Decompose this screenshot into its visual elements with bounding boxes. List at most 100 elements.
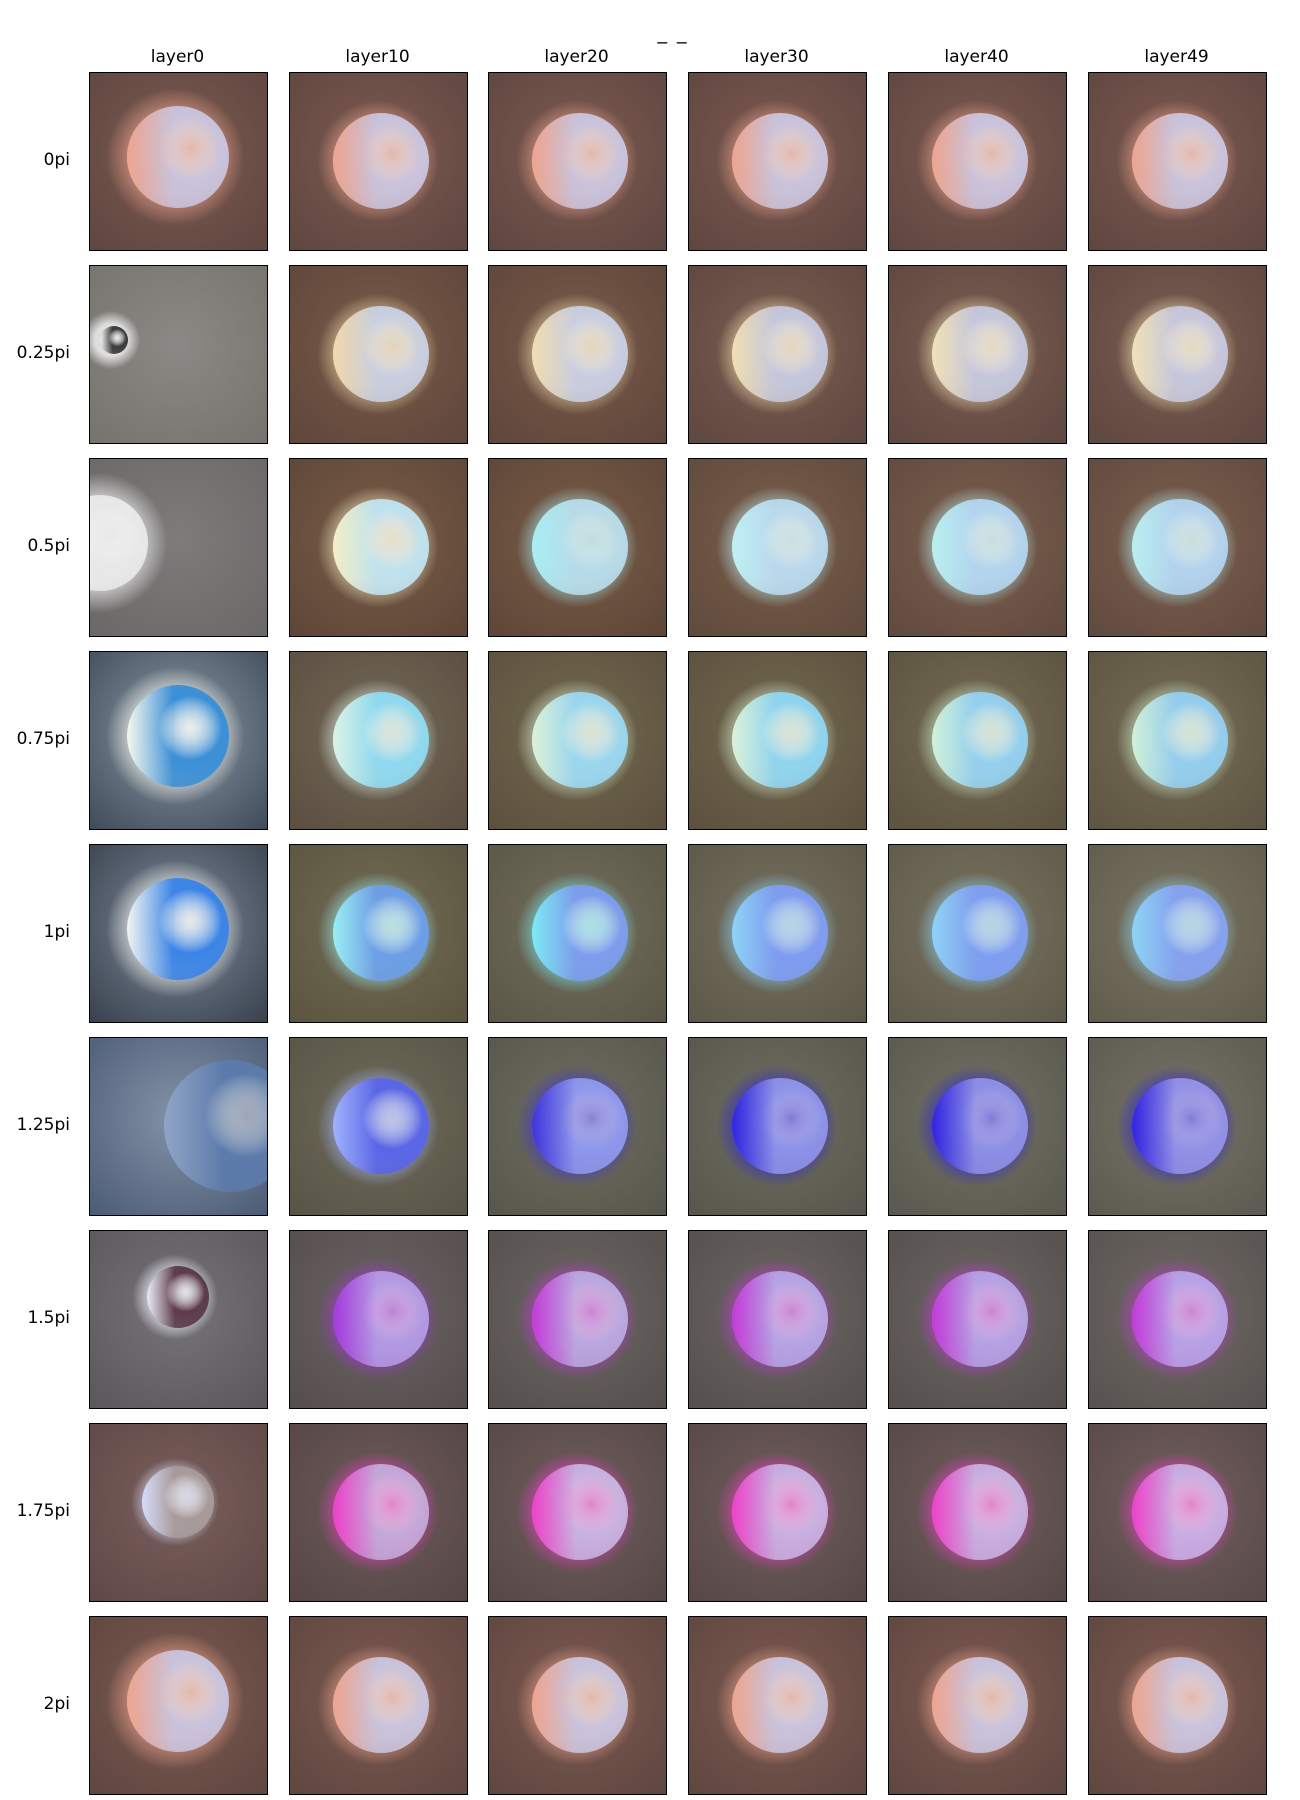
- image-panel-0pi-layer30: [688, 72, 867, 251]
- rendered-sphere-image: [90, 1424, 267, 1601]
- rendered-sphere-image: [90, 459, 267, 636]
- image-panel-0pi-layer10: [289, 72, 468, 251]
- row-label-1pi: 1pi: [43, 921, 70, 942]
- column-label-layer10: layer10: [345, 47, 410, 67]
- rendered-sphere-image: [489, 1038, 666, 1215]
- image-panel-2pi-layer0: [89, 1616, 268, 1795]
- image-panel-1.75pi-layer0: [89, 1423, 268, 1602]
- image-panel-1pi-layer10: [289, 844, 468, 1023]
- image-panel-1.75pi-layer30: [688, 1423, 867, 1602]
- column-label-layer49: layer49: [1144, 47, 1209, 67]
- image-panel-0.75pi-layer30: [688, 651, 867, 830]
- row-label-0.5pi: 0.5pi: [27, 535, 70, 556]
- image-panel-1pi-layer30: [688, 844, 867, 1023]
- rendered-sphere-image: [90, 73, 267, 250]
- rendered-sphere-image: [90, 266, 267, 443]
- rendered-sphere-image: [889, 1617, 1066, 1794]
- rendered-sphere-image: [889, 1038, 1066, 1215]
- image-panel-0.25pi-layer40: [888, 265, 1067, 444]
- rendered-sphere-image: [889, 459, 1066, 636]
- image-panel-0.5pi-layer49: [1088, 458, 1267, 637]
- rendered-sphere-image: [1089, 1424, 1266, 1601]
- image-panel-1pi-layer0: [89, 844, 268, 1023]
- rendered-sphere-image: [290, 845, 467, 1022]
- rendered-sphere-image: [489, 1424, 666, 1601]
- rendered-sphere-image: [1089, 652, 1266, 829]
- rendered-sphere-image: [489, 459, 666, 636]
- image-panel-1.5pi-layer20: [488, 1230, 667, 1409]
- image-panel-0.75pi-layer10: [289, 651, 468, 830]
- image-panel-1.25pi-layer30: [688, 1037, 867, 1216]
- row-label-0.75pi: 0.75pi: [16, 728, 70, 749]
- rendered-sphere-image: [889, 845, 1066, 1022]
- rendered-sphere-image: [889, 1231, 1066, 1408]
- row-label-1.25pi: 1.25pi: [16, 1114, 70, 1135]
- rendered-sphere-image: [489, 652, 666, 829]
- rendered-sphere-image: [1089, 73, 1266, 250]
- image-panel-1.25pi-layer49: [1088, 1037, 1267, 1216]
- image-panel-2pi-layer20: [488, 1616, 667, 1795]
- rendered-sphere-image: [689, 1038, 866, 1215]
- image-panel-0.75pi-layer20: [488, 651, 667, 830]
- rendered-sphere-image: [290, 266, 467, 443]
- rendered-sphere-image: [1089, 266, 1266, 443]
- image-panel-1.75pi-layer40: [888, 1423, 1067, 1602]
- image-panel-0.75pi-layer40: [888, 651, 1067, 830]
- image-panel-1pi-layer20: [488, 844, 667, 1023]
- image-panel-1.5pi-layer40: [888, 1230, 1067, 1409]
- image-panel-2pi-layer40: [888, 1616, 1067, 1795]
- image-panel-0.75pi-layer0: [89, 651, 268, 830]
- column-label-layer40: layer40: [944, 47, 1009, 67]
- rendered-sphere-image: [1089, 1231, 1266, 1408]
- rendered-sphere-image: [90, 1038, 267, 1215]
- rendered-sphere-image: [689, 1424, 866, 1601]
- rendered-sphere-image: [489, 73, 666, 250]
- image-panel-2pi-layer49: [1088, 1616, 1267, 1795]
- column-label-layer20: layer20: [544, 47, 609, 67]
- column-label-layer0: layer0: [150, 47, 205, 67]
- image-panel-0.25pi-layer10: [289, 265, 468, 444]
- rendered-sphere-image: [889, 73, 1066, 250]
- rendered-sphere-image: [689, 652, 866, 829]
- row-label-1.75pi: 1.75pi: [16, 1500, 70, 1521]
- rendered-sphere-image: [90, 652, 267, 829]
- image-panel-0pi-layer40: [888, 72, 1067, 251]
- image-panel-0.5pi-layer30: [688, 458, 867, 637]
- rendered-sphere-image: [290, 1038, 467, 1215]
- row-label-0pi: 0pi: [43, 149, 70, 170]
- image-panel-0.25pi-layer30: [688, 265, 867, 444]
- image-panel-1.25pi-layer40: [888, 1037, 1067, 1216]
- rendered-sphere-image: [689, 73, 866, 250]
- image-panel-0.5pi-layer20: [488, 458, 667, 637]
- image-panel-0pi-layer20: [488, 72, 667, 251]
- image-panel-0.5pi-layer0: [89, 458, 268, 637]
- rendered-sphere-image: [90, 845, 267, 1022]
- image-panel-0.25pi-layer20: [488, 265, 667, 444]
- rendered-sphere-image: [689, 845, 866, 1022]
- image-panel-1.75pi-layer20: [488, 1423, 667, 1602]
- rendered-sphere-image: [889, 266, 1066, 443]
- figure-title: _ _: [657, 22, 689, 44]
- rendered-sphere-image: [290, 73, 467, 250]
- image-panel-1.5pi-layer30: [688, 1230, 867, 1409]
- rendered-sphere-image: [290, 1231, 467, 1408]
- image-panel-1.25pi-layer20: [488, 1037, 667, 1216]
- row-label-2pi: 2pi: [43, 1693, 70, 1714]
- rendered-sphere-image: [290, 652, 467, 829]
- rendered-sphere-image: [90, 1231, 267, 1408]
- image-panel-1.25pi-layer0: [89, 1037, 268, 1216]
- image-panel-1.5pi-layer0: [89, 1230, 268, 1409]
- rendered-sphere-image: [889, 652, 1066, 829]
- image-panel-1.75pi-layer49: [1088, 1423, 1267, 1602]
- rendered-sphere-image: [689, 459, 866, 636]
- row-label-1.5pi: 1.5pi: [27, 1307, 70, 1328]
- column-label-layer30: layer30: [744, 47, 809, 67]
- rendered-sphere-image: [489, 266, 666, 443]
- rendered-sphere-image: [90, 1617, 267, 1794]
- rendered-sphere-image: [290, 1617, 467, 1794]
- image-panel-1.5pi-layer49: [1088, 1230, 1267, 1409]
- image-panel-1.75pi-layer10: [289, 1423, 468, 1602]
- row-label-0.25pi: 0.25pi: [16, 342, 70, 363]
- image-panel-0.75pi-layer49: [1088, 651, 1267, 830]
- rendered-sphere-image: [889, 1424, 1066, 1601]
